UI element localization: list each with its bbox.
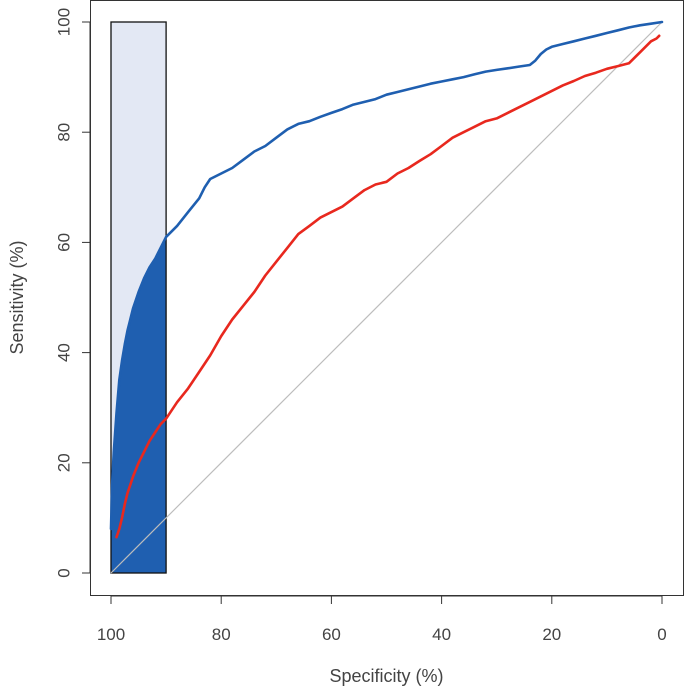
y-tick-label: 0 xyxy=(55,568,74,577)
x-tick-label: 100 xyxy=(97,625,125,644)
x-axis: 100 80 60 40 20 0 xyxy=(97,595,667,644)
y-axis-title: Sensitivity (%) xyxy=(7,240,27,354)
y-tick-label: 20 xyxy=(55,453,74,472)
reference-diagonal xyxy=(110,21,663,574)
x-tick-label: 80 xyxy=(212,625,231,644)
series-layer xyxy=(109,20,664,539)
x-tick-label: 0 xyxy=(657,625,666,644)
roc-curve-1 xyxy=(109,20,664,531)
roc-curve-2 xyxy=(115,34,661,539)
x-tick-label: 20 xyxy=(542,625,561,644)
y-tick-label: 80 xyxy=(55,123,74,142)
partial-auc-region xyxy=(110,21,167,574)
y-axis: 0 20 40 60 80 100 xyxy=(55,8,91,578)
y-tick-label: 40 xyxy=(55,343,74,362)
partial-auc-area xyxy=(111,236,167,573)
reference-line-layer xyxy=(110,21,663,574)
y-tick-label: 100 xyxy=(55,8,74,36)
x-tick-label: 40 xyxy=(432,625,451,644)
partial-auc-border xyxy=(110,21,167,574)
x-axis-title: Specificity (%) xyxy=(329,666,443,686)
x-tick-label: 60 xyxy=(322,625,341,644)
y-tick-label: 60 xyxy=(55,233,74,252)
